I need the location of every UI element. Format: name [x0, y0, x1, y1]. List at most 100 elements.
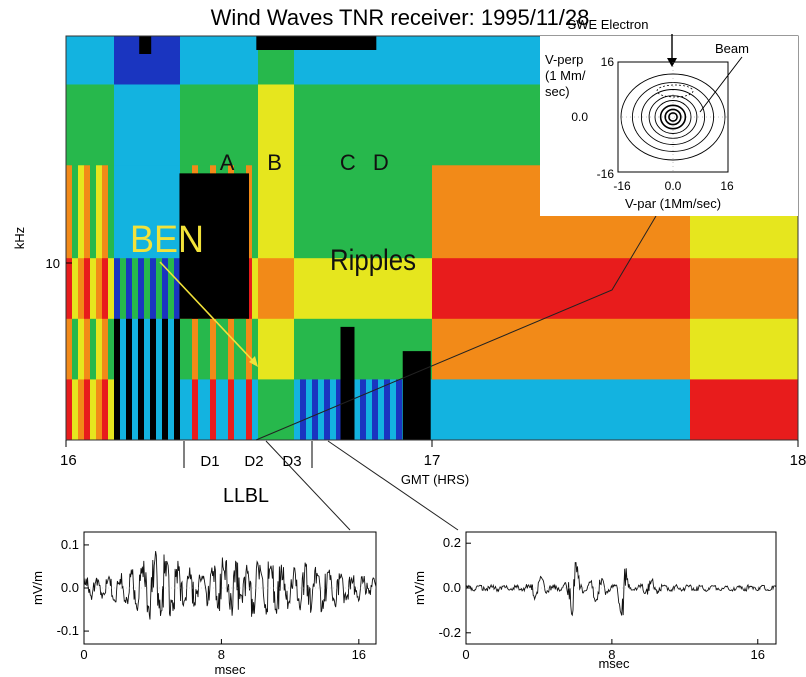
- spectrogram-cell: [198, 379, 205, 440]
- spectrogram-cell: [678, 318, 685, 380]
- spectrogram-cell: [348, 258, 355, 320]
- spectrogram-cell: [324, 84, 331, 166]
- spectrogram-cell: [444, 258, 451, 320]
- spectrogram-cell: [684, 258, 691, 320]
- spectrogram-cell: [774, 258, 781, 320]
- spectrogram-cell: [114, 84, 121, 166]
- spectrogram-cell: [738, 258, 745, 320]
- spectrogram-cell: [378, 165, 385, 259]
- spectrogram-cell: [348, 84, 355, 166]
- spectrogram-cell: [624, 318, 631, 380]
- spectrogram-cell: [228, 84, 235, 166]
- y-tick-label: -0.1: [57, 623, 79, 638]
- x-axis-ticks: 16 17 18: [60, 440, 806, 469]
- spectrogram-cell: [762, 318, 769, 380]
- spectrogram-cell: [102, 165, 109, 259]
- spectrogram-cell: [492, 36, 499, 86]
- spectrogram-cell: [162, 258, 169, 320]
- spectrogram-cell: [486, 318, 493, 380]
- spectrogram-cell: [684, 379, 691, 440]
- spectrogram-cell: [546, 258, 553, 320]
- spectrogram-cell: [186, 36, 193, 86]
- spectrogram-cell: [258, 258, 265, 320]
- spectrogram-cell: [420, 36, 427, 86]
- spectrogram-cell: [324, 165, 331, 259]
- spectrogram-cell: [276, 84, 283, 166]
- spectrogram-cell: [492, 379, 499, 440]
- spectrogram-cell: [732, 318, 739, 380]
- x-tick-label: 16: [352, 647, 366, 662]
- spectrogram-cell: [204, 84, 211, 166]
- spectrogram-cell: [564, 318, 571, 380]
- spectrogram-cell: [390, 258, 397, 320]
- spectrogram-cell: [72, 165, 79, 259]
- spectrogram-cell: [576, 379, 583, 440]
- spectrogram-cell: [414, 84, 421, 166]
- spectrogram-cell: [516, 165, 523, 259]
- waveform-trace: [465, 562, 777, 617]
- waveform-ticks: 0.2 0.0 -0.20 8 16: [439, 535, 765, 662]
- spectrogram-cell: [516, 258, 523, 320]
- spectrogram-cell: [198, 318, 205, 380]
- x-tick-label: 17: [424, 452, 441, 469]
- spectrogram-cell: [744, 318, 751, 380]
- contour-line: [656, 84, 694, 98]
- waveform-trace: [83, 551, 377, 620]
- spectrogram-cell: [516, 36, 523, 86]
- spectrogram-cell: [174, 165, 181, 259]
- spectrogram-title: Wind Waves TNR receiver: 1995/11/28: [211, 5, 590, 30]
- spectrogram-cell: [354, 258, 361, 320]
- connector-to-inset: [255, 215, 657, 441]
- spectrogram-cell: [246, 36, 253, 86]
- spectrogram-cell: [444, 36, 451, 86]
- spectrogram-cell: [768, 318, 775, 380]
- spectrogram-cell: [516, 318, 523, 380]
- spectrogram-cell: [318, 84, 325, 166]
- y-axis-label: kHz: [12, 227, 27, 249]
- spectrogram-cell: [66, 84, 73, 166]
- spectrogram-cell: [372, 36, 379, 86]
- spectrogram-cell: [324, 258, 331, 320]
- spectrogram-cell: [282, 36, 289, 86]
- spectrogram-cell: [204, 318, 211, 380]
- spectrogram-cell: [468, 165, 475, 259]
- spectrogram-cell: [378, 84, 385, 166]
- spectrogram-cell: [570, 379, 577, 440]
- spectrogram-cell: [396, 379, 403, 440]
- spectrogram-cell: [132, 318, 139, 380]
- spectrogram-cell: [342, 84, 349, 166]
- spectrogram-cell: [720, 258, 727, 320]
- spectrogram-cell: [426, 84, 433, 166]
- spectrogram-cell: [510, 84, 517, 166]
- spectrogram-cell: [228, 318, 235, 380]
- contour-line: [659, 104, 687, 130]
- inset-title: SWE Electron: [568, 17, 649, 32]
- spectrogram-cell: [312, 258, 319, 320]
- spectrogram-cell: [378, 318, 385, 380]
- spectrogram-cell: [276, 165, 283, 259]
- spectrogram-cell: [654, 258, 661, 320]
- spectrogram-cell: [384, 379, 391, 440]
- spectrogram-cell: [648, 258, 655, 320]
- spectrogram-cell: [282, 258, 289, 320]
- spectrogram-cell: [222, 36, 229, 86]
- spectrogram-cell: [294, 165, 301, 259]
- spectrogram-cell: [84, 165, 91, 259]
- spectrogram-cell: [138, 165, 145, 259]
- spectrogram-cell: [582, 318, 589, 380]
- spectrogram-cell: [156, 165, 163, 259]
- spectrogram-cell: [600, 258, 607, 320]
- spectrogram-cell: [372, 165, 379, 259]
- spectrogram-cell: [744, 379, 751, 440]
- spectrogram-cell: [558, 318, 565, 380]
- y-tick-label: 0.0: [61, 580, 79, 595]
- spectrogram-cell: [510, 165, 517, 259]
- spectrogram-cell: [96, 318, 103, 380]
- spectrogram-cell: [594, 379, 601, 440]
- spectrogram-cell: [402, 165, 409, 259]
- spectrogram-cell: [126, 379, 133, 440]
- spectrogram-cell: [696, 379, 703, 440]
- spectrogram-cell: [474, 318, 481, 380]
- spectrogram-cell: [438, 84, 445, 166]
